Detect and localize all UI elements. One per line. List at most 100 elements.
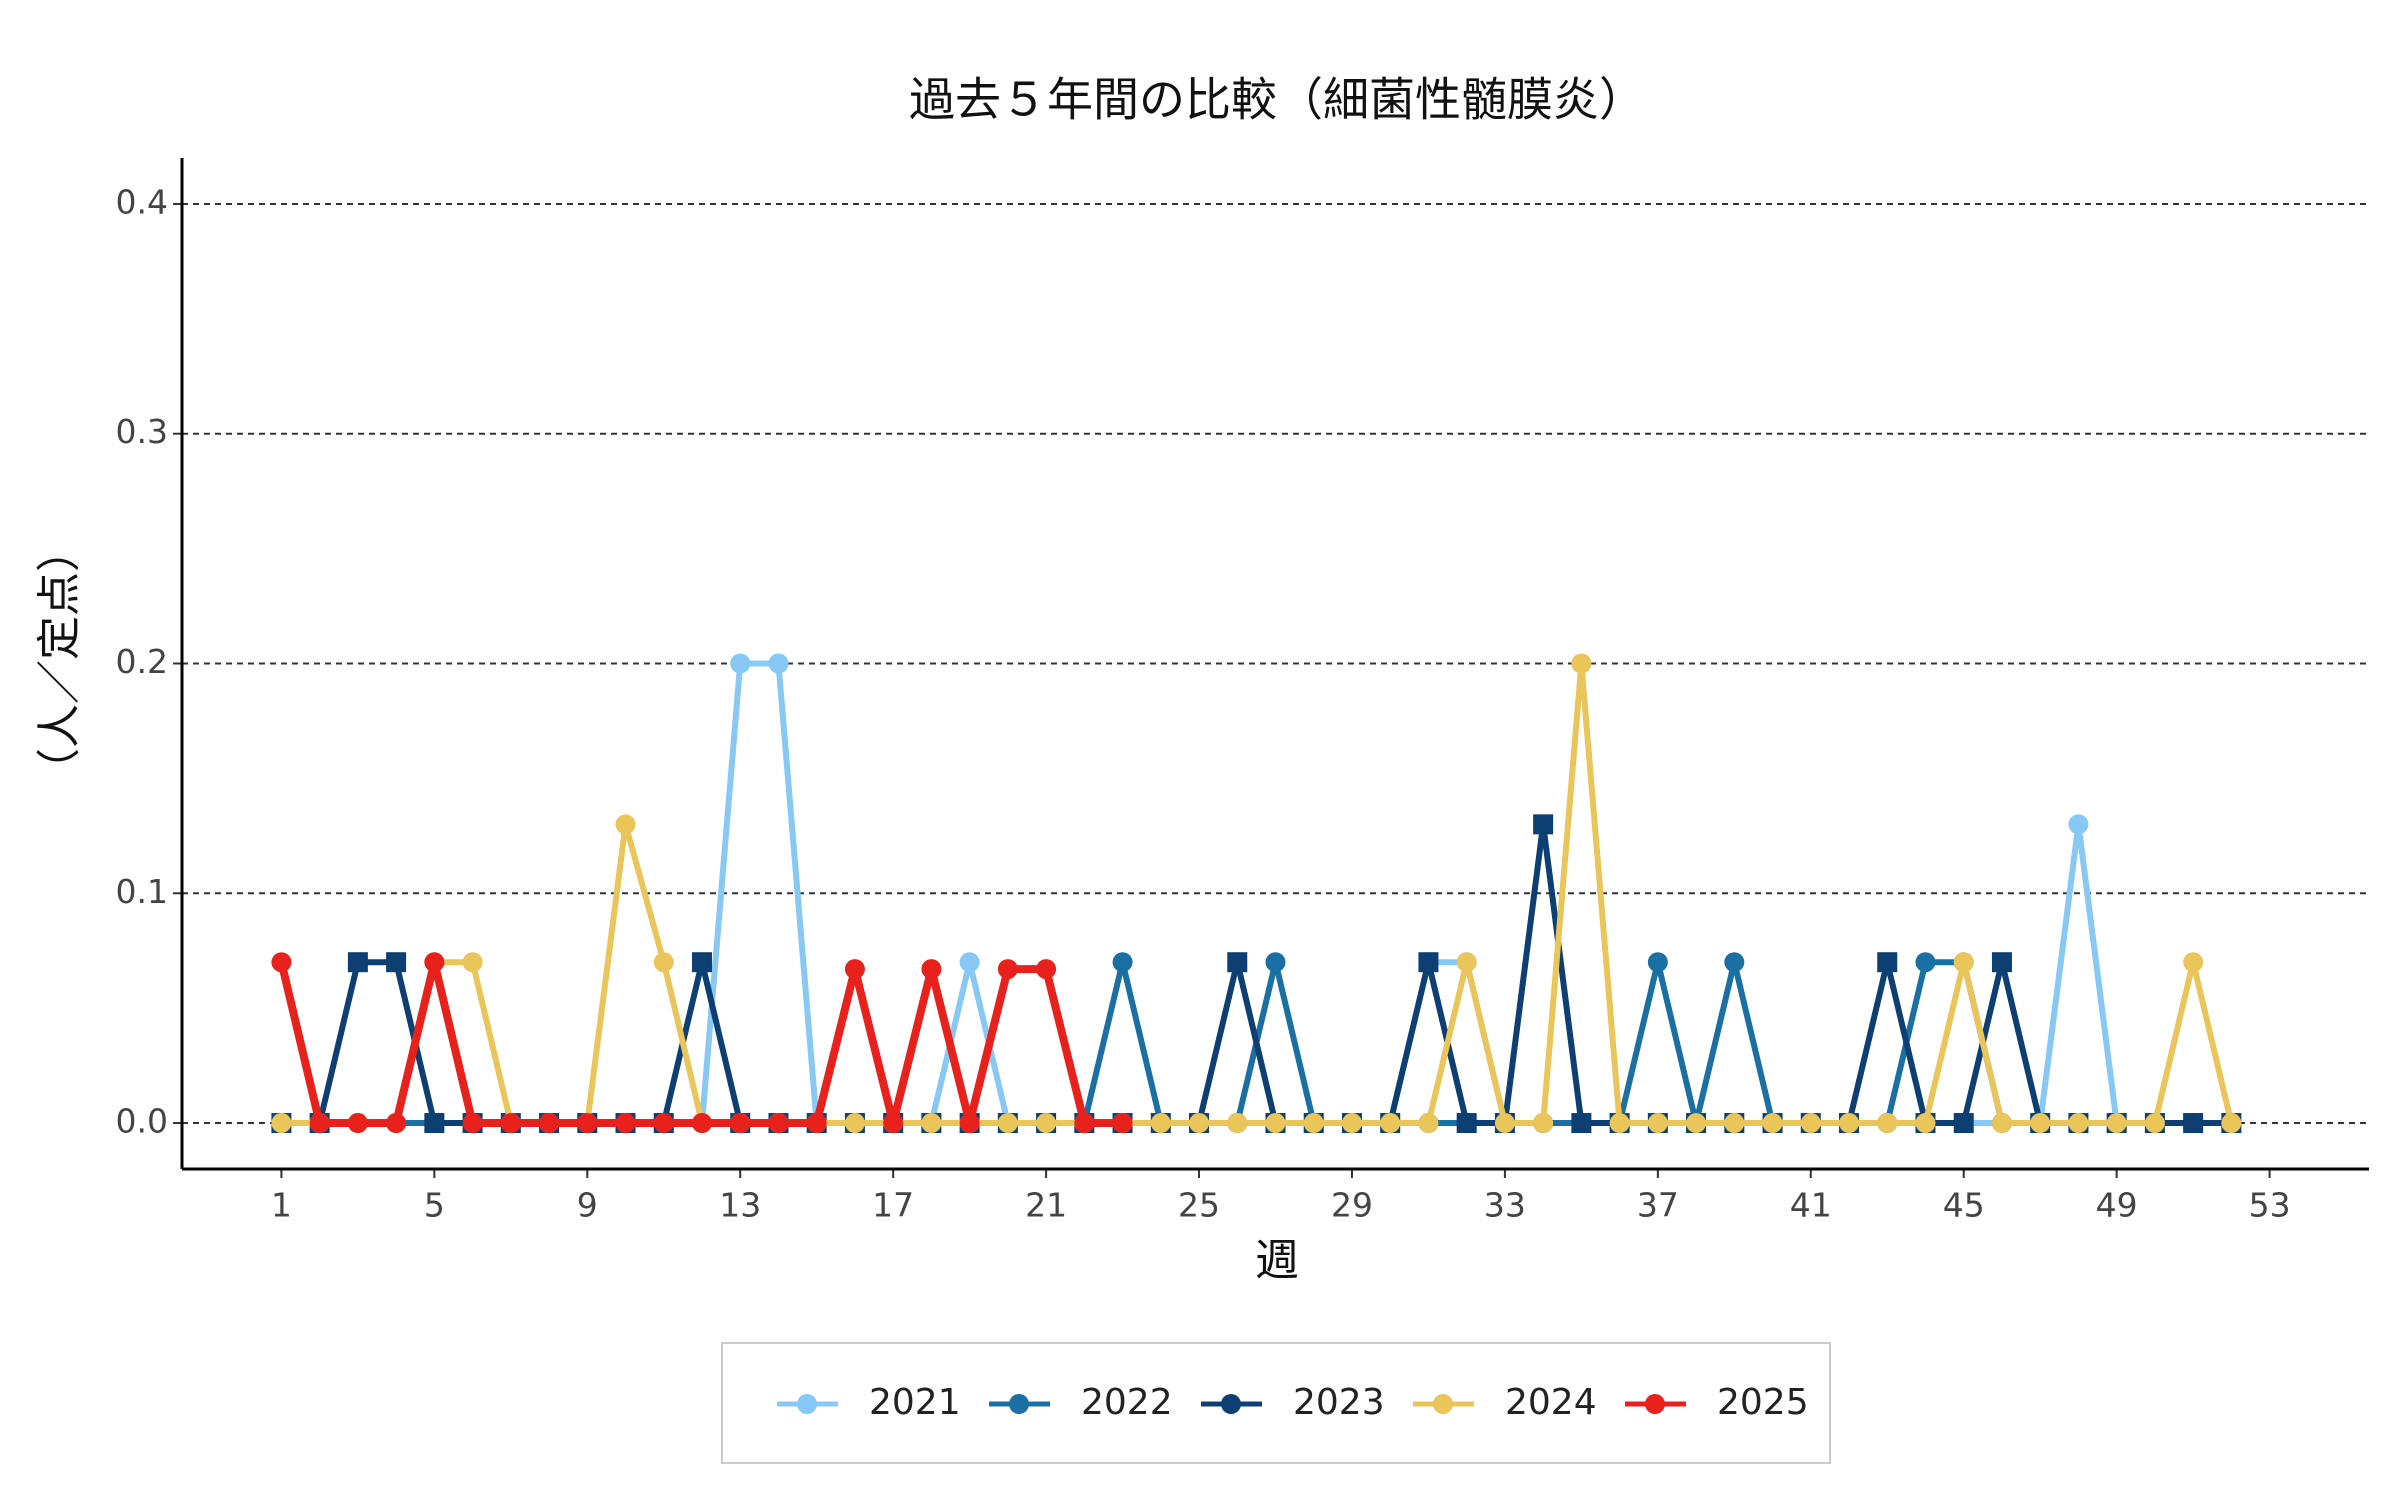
- marker: [2183, 952, 2204, 973]
- legend-label: 2021: [869, 1382, 961, 1423]
- marker: [1877, 1113, 1898, 1134]
- marker: [2068, 1113, 2089, 1134]
- marker: [1953, 952, 1974, 973]
- marker: [1877, 952, 1898, 973]
- x-tick-label: 29: [1331, 1186, 1373, 1225]
- marker: [1227, 952, 1248, 973]
- marker: [1456, 1113, 1477, 1134]
- marker: [1189, 1113, 1210, 1134]
- marker: [1800, 1113, 1821, 1134]
- marker: [1533, 1113, 1554, 1134]
- marker: [1036, 959, 1057, 980]
- marker: [1533, 814, 1554, 835]
- marker: [1036, 1113, 1057, 1134]
- y-tick-label: 0.2: [116, 642, 168, 681]
- chart-title: 過去５年間の比較（細菌性髄膜炎）: [909, 73, 1645, 127]
- marker: [539, 1113, 560, 1134]
- marker: [500, 1113, 521, 1134]
- marker: [959, 952, 980, 973]
- marker: [386, 1113, 407, 1134]
- legend-label: 2023: [1293, 1382, 1385, 1423]
- legend-marker: [1009, 1394, 1029, 1414]
- x-tick-label: 21: [1025, 1186, 1067, 1225]
- y-tick-label: 0.0: [116, 1102, 168, 1141]
- marker: [691, 952, 712, 973]
- marker: [2144, 1113, 2165, 1134]
- x-tick-label: 1: [271, 1186, 292, 1225]
- marker: [959, 1113, 980, 1134]
- series-line: [281, 660, 2235, 1127]
- marker: [1953, 1113, 1974, 1134]
- marker: [615, 1113, 636, 1134]
- marker: [1647, 952, 1668, 973]
- marker: [577, 1113, 598, 1134]
- marker: [1418, 952, 1439, 973]
- marker: [1647, 1113, 1668, 1134]
- x-tick-label: 25: [1178, 1186, 1220, 1225]
- x-tick-label: 45: [1943, 1186, 1985, 1225]
- marker: [1112, 952, 1133, 973]
- legend-label: 2022: [1081, 1382, 1173, 1423]
- x-tick-label: 13: [719, 1186, 761, 1225]
- marker: [653, 1113, 674, 1134]
- marker: [1991, 952, 2012, 973]
- marker: [2221, 1113, 2242, 1134]
- marker: [1839, 1113, 1860, 1134]
- x-tick-label: 41: [1790, 1186, 1832, 1225]
- legend-marker: [1645, 1394, 1665, 1414]
- marker: [1915, 1113, 1936, 1134]
- marker: [844, 1113, 865, 1134]
- marker: [2068, 814, 2089, 835]
- y-tick-label: 0.3: [116, 412, 168, 451]
- marker: [1724, 1113, 1745, 1134]
- marker: [997, 959, 1018, 980]
- x-axis-label: 週: [1255, 1235, 1299, 1286]
- marker: [1074, 1113, 1095, 1134]
- marker: [386, 952, 407, 973]
- marker: [768, 653, 789, 674]
- marker: [2106, 1113, 2127, 1134]
- marker: [768, 1113, 789, 1134]
- marker: [1265, 952, 1286, 973]
- marker: [653, 952, 674, 973]
- marker: [347, 1113, 368, 1134]
- legend-label: 2024: [1505, 1382, 1597, 1423]
- marker: [806, 1113, 827, 1134]
- marker: [1686, 1113, 1707, 1134]
- marker: [271, 1113, 292, 1134]
- marker: [2030, 1113, 2051, 1134]
- marker: [1341, 1113, 1362, 1134]
- x-tick-label: 33: [1484, 1186, 1526, 1225]
- y-tick-label: 0.4: [116, 182, 168, 221]
- marker: [1494, 1113, 1515, 1134]
- marker: [424, 952, 445, 973]
- marker: [844, 959, 865, 980]
- legend-marker: [1433, 1394, 1453, 1414]
- marker: [2183, 1113, 2204, 1134]
- marker: [1724, 952, 1745, 973]
- marker: [730, 1113, 751, 1134]
- marker: [1762, 1113, 1783, 1134]
- marker: [997, 1113, 1018, 1134]
- marker: [615, 814, 636, 835]
- marker: [271, 952, 292, 973]
- marker: [1150, 1113, 1171, 1134]
- x-tick-label: 37: [1637, 1186, 1679, 1225]
- x-tick-label: 53: [2249, 1186, 2291, 1225]
- marker: [691, 1113, 712, 1134]
- marker: [1265, 1113, 1286, 1134]
- marker: [347, 952, 368, 973]
- marker: [883, 1113, 904, 1134]
- marker: [462, 952, 483, 973]
- legend-marker: [1221, 1394, 1241, 1414]
- marker: [1380, 1113, 1401, 1134]
- marker: [1609, 1113, 1630, 1134]
- marker: [1571, 1113, 1592, 1134]
- marker: [730, 653, 751, 674]
- legend-label: 2025: [1717, 1382, 1809, 1423]
- marker: [1915, 952, 1936, 973]
- marker: [1227, 1113, 1248, 1134]
- marker: [462, 1113, 483, 1134]
- marker: [1571, 653, 1592, 674]
